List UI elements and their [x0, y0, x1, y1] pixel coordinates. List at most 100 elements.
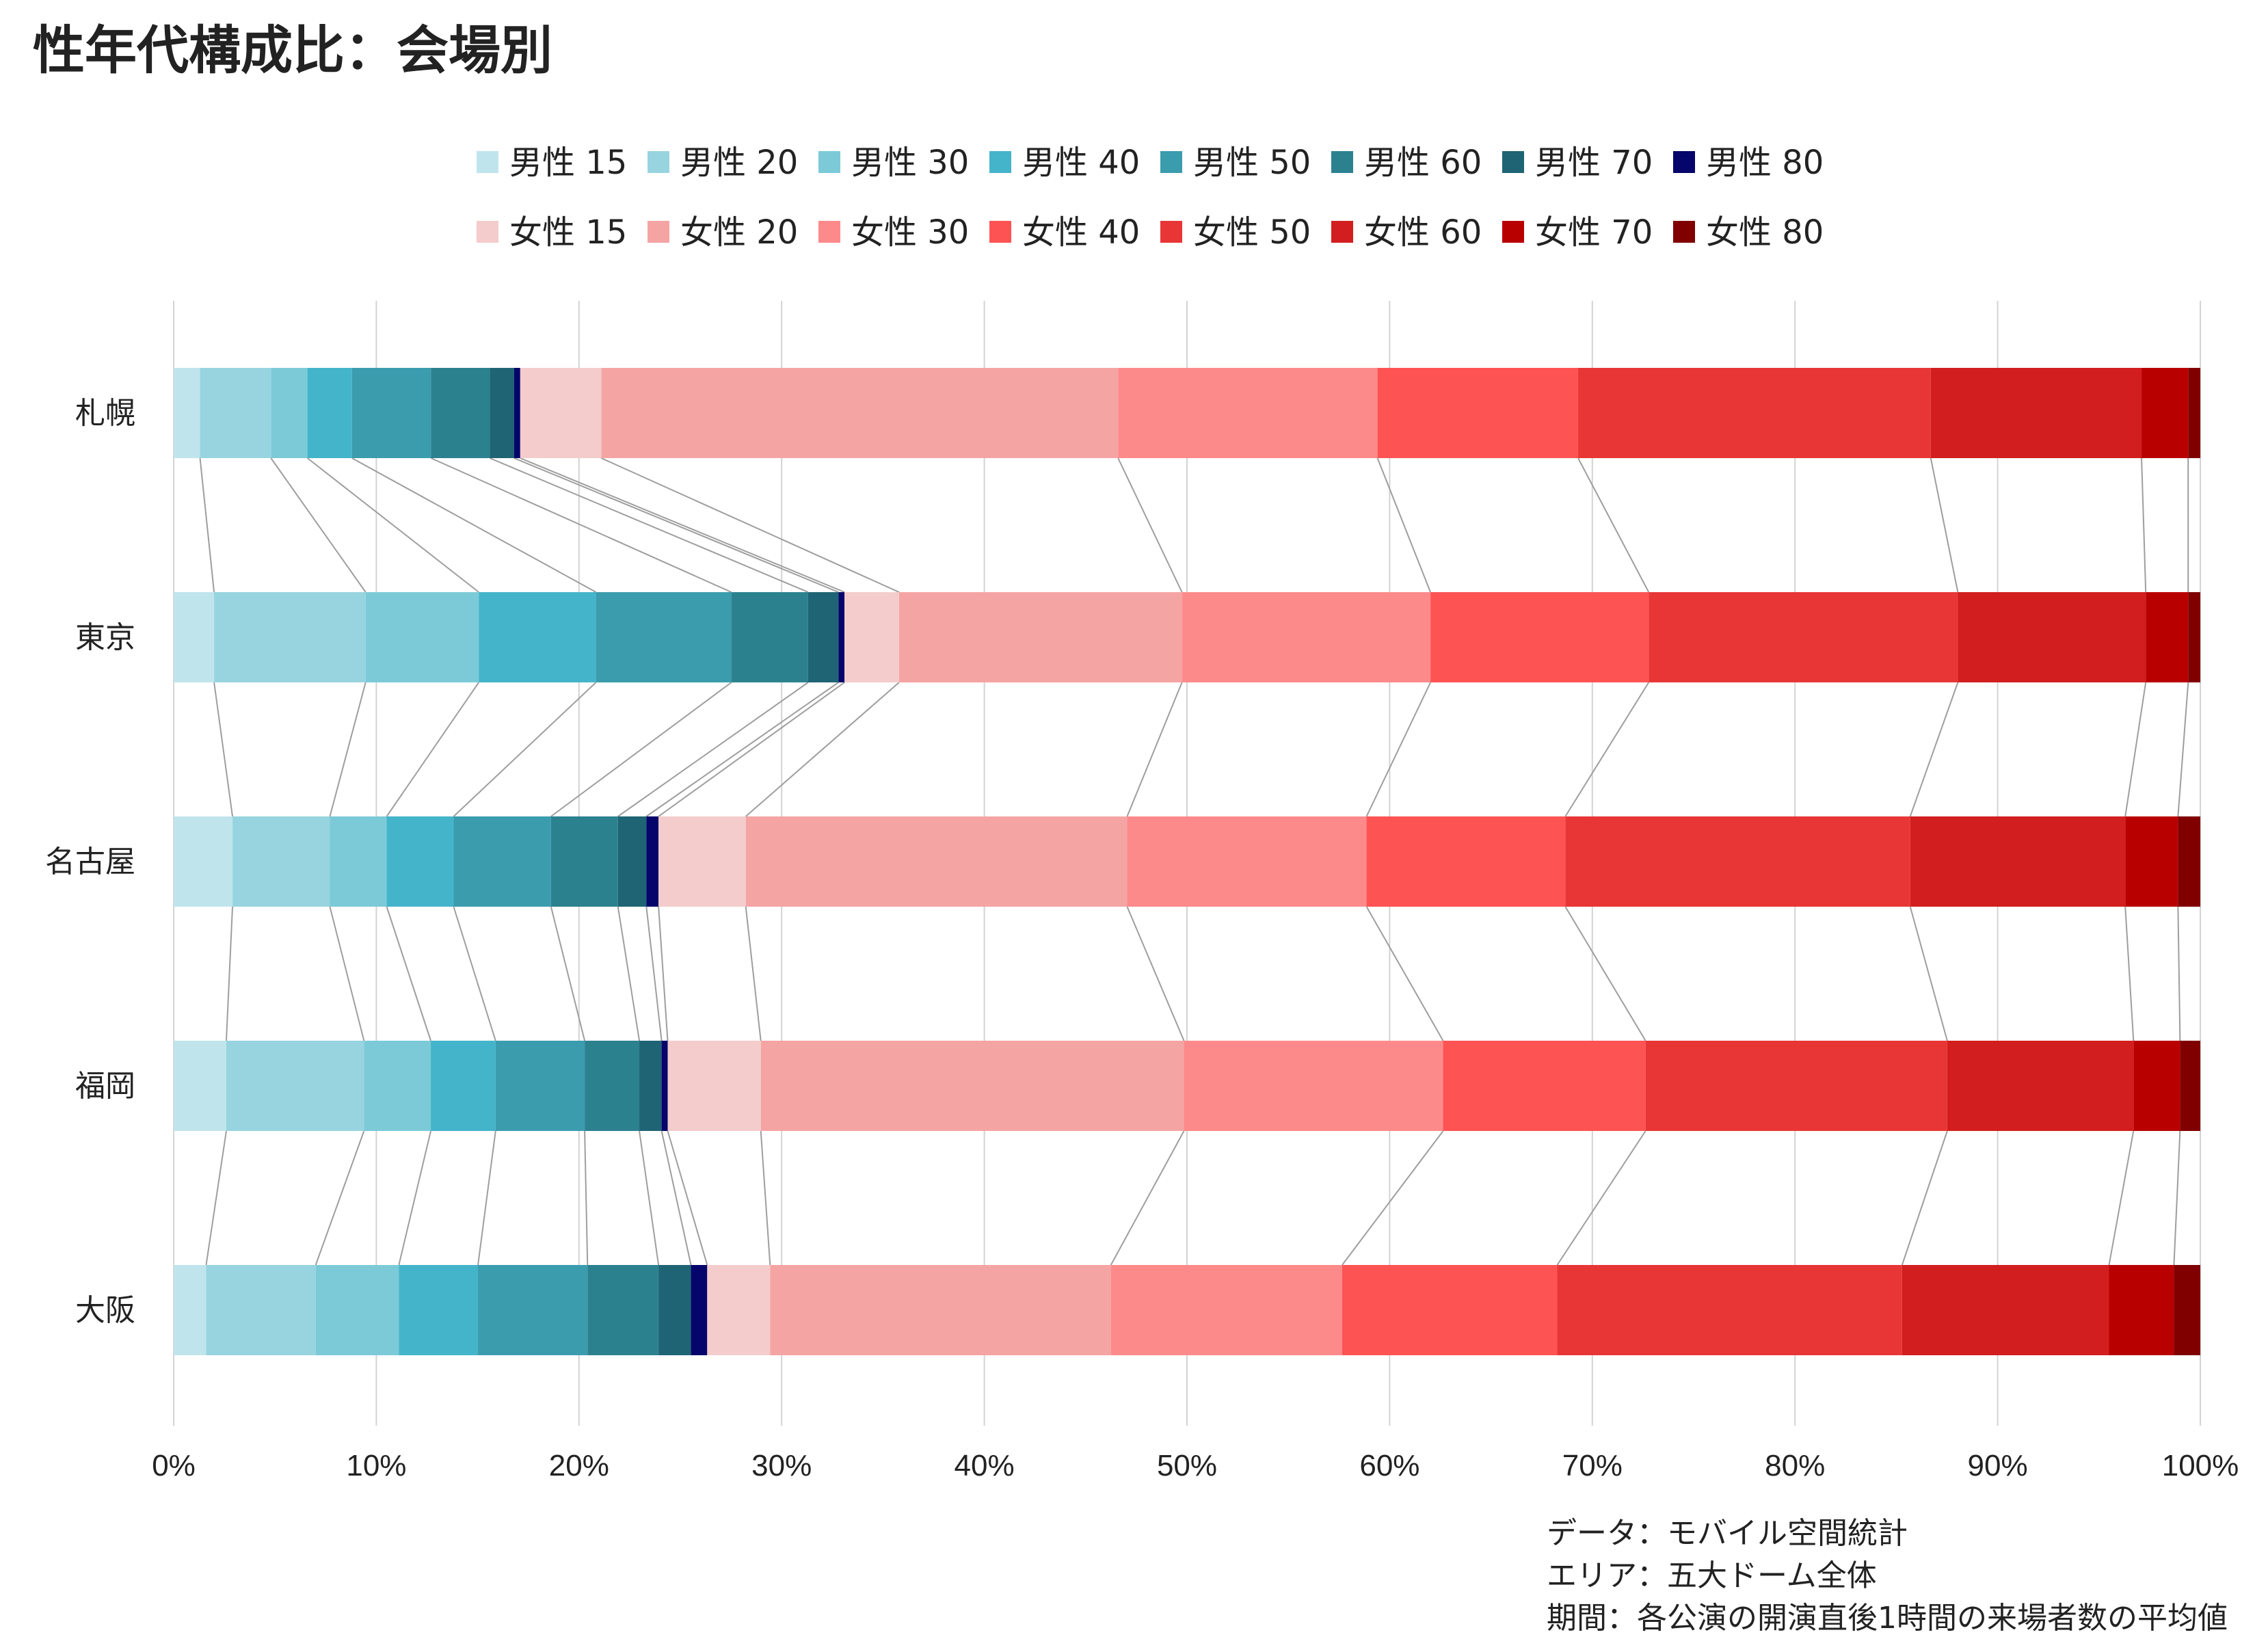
bar-segment — [2178, 816, 2200, 907]
bars — [174, 368, 2200, 1355]
bar-segment — [1649, 592, 1958, 682]
x-tick-label: 10% — [346, 1449, 406, 1482]
legend-label: 男性 80 — [1706, 144, 1824, 182]
legend-swatch — [477, 221, 498, 243]
source-note-data: データ：モバイル空間統計 — [1547, 1516, 1908, 1551]
bar-segment — [745, 816, 1128, 907]
connector-line — [225, 906, 234, 1041]
legend-label: 男性 70 — [1535, 144, 1653, 182]
category-label: 名古屋 — [45, 844, 135, 879]
connector-line — [2173, 1130, 2181, 1266]
bar-segment — [658, 1265, 691, 1355]
x-tick-label: 80% — [1765, 1449, 1825, 1482]
bar-segment — [844, 592, 899, 682]
legend-swatch — [989, 221, 1011, 243]
bar-segment — [431, 368, 490, 458]
legend-swatch — [1673, 151, 1695, 173]
legend-label: 女性 40 — [1022, 213, 1140, 252]
legend-label: 男性 40 — [1022, 144, 1140, 182]
bar-segment — [174, 368, 200, 458]
bar-segment — [898, 592, 1182, 682]
category-label: 東京 — [75, 620, 135, 655]
bar-segment — [1184, 1041, 1443, 1131]
legend-swatch — [1160, 151, 1182, 173]
connector-line — [1376, 457, 1432, 593]
legend-swatch — [1673, 221, 1695, 243]
connector-line — [2108, 1130, 2135, 1266]
bar-segment — [1565, 816, 1910, 907]
x-tick-label: 50% — [1157, 1449, 1217, 1482]
connector-line — [453, 906, 496, 1041]
bar-segment — [1902, 1265, 2109, 1355]
connector-line — [661, 1130, 692, 1266]
connector-line — [1365, 682, 1431, 817]
bar-segment — [1118, 368, 1378, 458]
bar-segment — [585, 1041, 640, 1131]
category-label: 札幌 — [75, 396, 135, 431]
bar-segment — [365, 592, 479, 682]
legend-swatch — [477, 151, 498, 173]
connector-line — [1909, 682, 1959, 817]
bar-segment — [808, 592, 839, 682]
bar-segment — [731, 592, 808, 682]
bar-segment — [1342, 1265, 1558, 1355]
x-tick-label: 90% — [1968, 1449, 2028, 1482]
connector-line — [1365, 906, 1444, 1041]
connector-line — [1909, 906, 1948, 1041]
legend-swatch — [818, 221, 840, 243]
connector-line — [453, 682, 597, 817]
connector-line — [398, 1130, 432, 1266]
connector-line — [745, 906, 762, 1041]
legend-label: 女性 70 — [1535, 213, 1653, 252]
connector-line — [1556, 1130, 1646, 1266]
connector-line — [315, 1130, 365, 1266]
category-label: 福岡 — [75, 1069, 135, 1104]
connector-line — [658, 682, 845, 817]
legend: 男性 15 男性 20 男性 30 男性 40 男性 50 男性 60 男性 70 男性 80… — [477, 144, 1824, 252]
connector-line — [213, 682, 234, 817]
legend-label: 女性 80 — [1706, 213, 1824, 252]
bar-segment — [513, 368, 520, 458]
source-note: データ：モバイル空間統計 エリア：五大ドーム全体 期間：各公演の開演直後1時間の… — [1547, 1513, 2228, 1640]
connector-line — [667, 1130, 708, 1266]
category-label: 大阪 — [75, 1293, 135, 1328]
bar-segment — [2133, 1041, 2180, 1131]
bar-segment — [478, 1265, 588, 1355]
bar-segment — [587, 1265, 659, 1355]
connector-line — [658, 906, 669, 1041]
bar-segment — [364, 1041, 431, 1131]
legend-swatch — [1502, 221, 1524, 243]
connector-line — [617, 682, 809, 817]
chart-title: 性年代構成比：会場別 — [33, 20, 552, 81]
bar-segment — [520, 368, 602, 458]
bar-segment — [431, 1041, 496, 1131]
source-note-area: エリア：五大ドーム全体 — [1547, 1558, 1877, 1593]
connector-line — [477, 1130, 496, 1266]
bar-segment — [174, 1041, 226, 1131]
bar-segment — [617, 816, 647, 907]
legend-swatch — [818, 151, 840, 173]
connector-line — [1930, 457, 1959, 593]
legend-label: 女性 30 — [851, 213, 969, 252]
bar-segment — [315, 1265, 399, 1355]
legend-swatch — [648, 151, 669, 173]
connector-line — [2124, 682, 2147, 817]
legend-swatch — [648, 221, 669, 243]
bar-segment — [386, 816, 454, 907]
connector-line — [1901, 1130, 1948, 1266]
bar-segment — [838, 592, 845, 682]
connector-line — [584, 1130, 589, 1266]
connector-line — [2177, 906, 2181, 1041]
bar-segment — [639, 1041, 662, 1131]
connector-line — [1126, 682, 1183, 817]
x-tick-label: 100% — [2162, 1449, 2239, 1482]
x-axis-ticks: 0% 10% 20% 30% 40% 50% 60% 70% 80% 90% 100% — [152, 1449, 2239, 1482]
bar-segment — [2188, 592, 2200, 682]
legend-label: 男性 60 — [1364, 144, 1482, 182]
connector-line — [645, 906, 663, 1041]
legend-swatch — [1160, 221, 1182, 243]
bar-segment — [1645, 1041, 1947, 1131]
x-tick-label: 0% — [152, 1449, 196, 1482]
connector-line — [520, 457, 845, 593]
legend-label: 女性 20 — [680, 213, 798, 252]
